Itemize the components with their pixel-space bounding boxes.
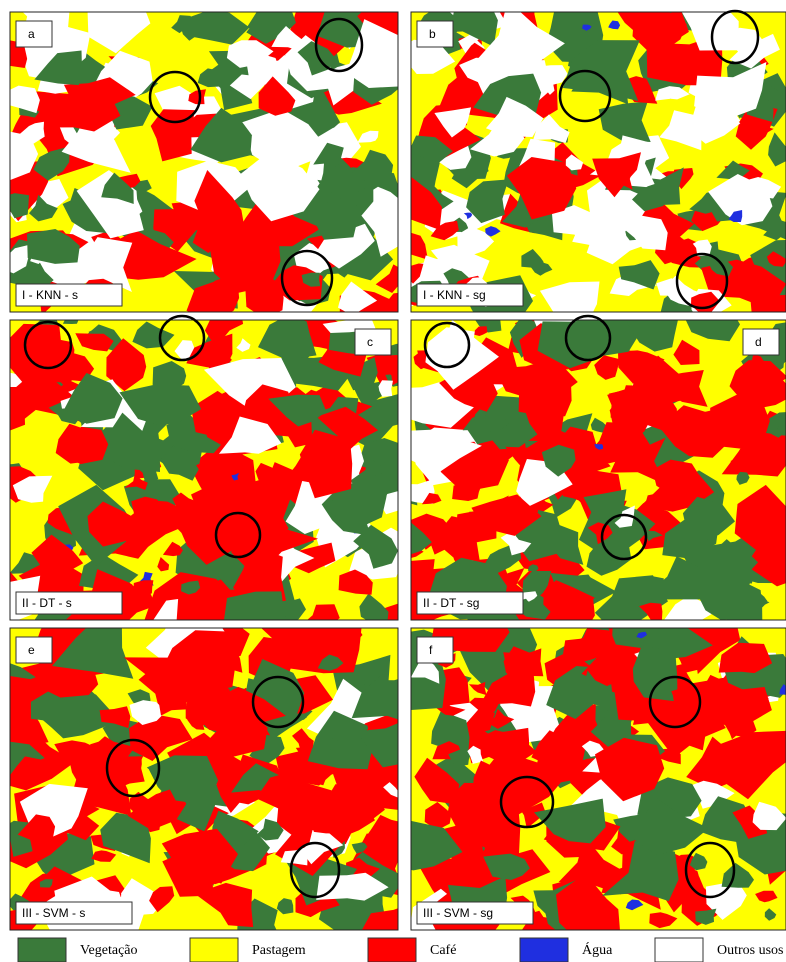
legend-swatch (520, 938, 568, 962)
legend-label: Café (430, 943, 456, 958)
legend-label: Outros usos (717, 943, 784, 958)
panel-letter: d (755, 335, 762, 349)
panel-label: I - KNN - sg (423, 288, 486, 302)
legend-swatch (655, 938, 703, 962)
legend-swatch (190, 938, 238, 962)
legend-label: Pastagem (252, 943, 306, 958)
land-patch (0, 193, 29, 218)
panel-letter-box (417, 637, 453, 663)
legend-label: Água (582, 941, 613, 958)
legend-label: Vegetação (80, 943, 138, 958)
map-panel (372, 0, 786, 333)
map-panel (0, 602, 438, 950)
panel-letter: b (429, 27, 436, 41)
legend-swatch (368, 938, 416, 962)
panel-letter: c (367, 335, 373, 349)
panel-letter: a (28, 27, 35, 41)
panel-letter: e (28, 643, 35, 657)
land-patch (63, 312, 79, 325)
legend-swatch (18, 938, 66, 962)
panel-letter-box (355, 329, 391, 355)
panel-label: III - SVM - sg (423, 906, 493, 920)
panel-label: II - DT - sg (423, 596, 479, 610)
panel-label: I - KNN - s (22, 288, 78, 302)
panel-label: III - SVM - s (22, 906, 85, 920)
panel-label: II - DT - s (22, 596, 72, 610)
figure: a I - KNN - s b I - KNN - sg c II - DT - s d II… (0, 0, 786, 962)
